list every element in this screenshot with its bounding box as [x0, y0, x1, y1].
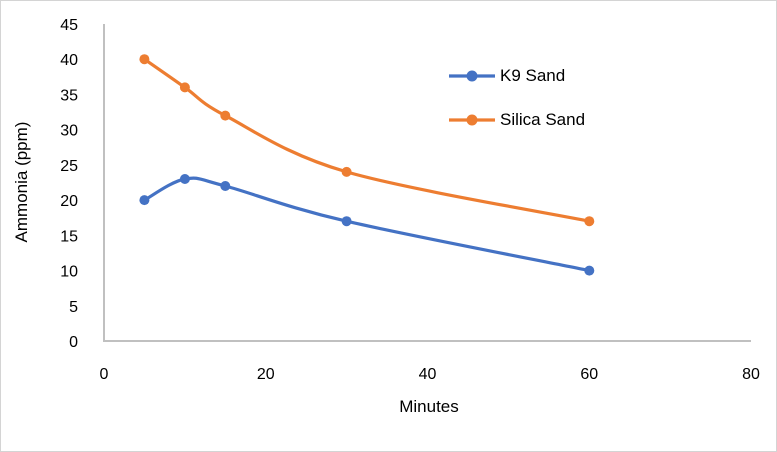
- x-tick-label: 40: [419, 366, 437, 383]
- legend-marker-silica-sand-icon: [449, 114, 495, 126]
- y-tick-label: 35: [60, 87, 78, 104]
- x-axis-title: Minutes: [399, 397, 459, 416]
- x-tick-label: 80: [742, 366, 760, 383]
- legend-label-k9-sand: K9 Sand: [500, 66, 566, 85]
- data-point-k9-sand: [341, 216, 352, 227]
- x-tick-label: 0: [100, 366, 109, 383]
- data-point-k9-sand: [584, 265, 595, 276]
- y-tick-label: 20: [60, 193, 78, 210]
- y-axis-tick-labels: 0 5 10 15 20 25 30 35 40 45: [60, 17, 78, 351]
- y-tick-label: 25: [60, 158, 78, 175]
- legend-item-k9-sand[interactable]: K9 Sand: [449, 54, 585, 98]
- legend-item-silica-sand[interactable]: Silica Sand: [449, 98, 585, 142]
- series-lines: [139, 54, 595, 276]
- data-point-k9-sand: [220, 181, 231, 191]
- legend-marker-k9-sand-icon: [449, 70, 495, 82]
- data-point-silica-sand: [139, 54, 150, 65]
- data-point-k9-sand: [139, 195, 150, 206]
- y-tick-label: 10: [60, 264, 78, 281]
- legend: K9 Sand Silica Sand: [449, 54, 585, 142]
- series-line-k9-sand: [142, 176, 591, 273]
- y-tick-label: 15: [60, 228, 78, 245]
- data-point-silica-sand: [584, 216, 595, 227]
- x-tick-label: 20: [257, 366, 275, 383]
- y-axis-title: Ammonia (ppm): [12, 121, 31, 243]
- data-point-k9-sand: [179, 174, 190, 184]
- y-tick-label: 0: [69, 334, 78, 351]
- legend-label-silica-sand: Silica Sand: [500, 110, 586, 129]
- y-tick-label: 45: [60, 17, 78, 34]
- data-point-silica-sand: [179, 82, 190, 93]
- x-axis-tick-labels: 0 20 40 60 80: [100, 366, 760, 383]
- y-tick-label: 5: [69, 299, 78, 316]
- axes: [103, 24, 751, 342]
- y-tick-label: 40: [60, 52, 78, 69]
- data-point-silica-sand: [220, 110, 231, 121]
- data-point-silica-sand: [341, 166, 352, 177]
- x-tick-label: 60: [580, 366, 598, 383]
- y-tick-label: 30: [60, 123, 78, 140]
- axis-lines: [103, 24, 751, 342]
